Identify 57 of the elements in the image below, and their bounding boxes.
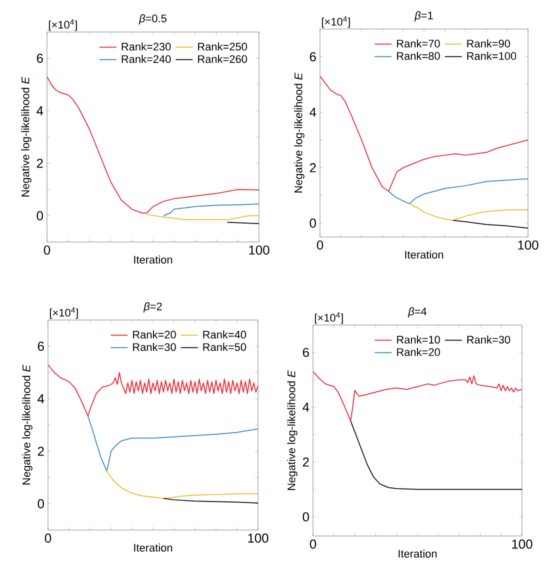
text: [×10$^{4}$] — [48, 19, 77, 31]
line-series — [163, 203, 260, 216]
line-series — [313, 371, 522, 422]
chart-title: β=0.5 — [138, 14, 166, 24]
y-tick-label: 6 — [310, 52, 316, 62]
y-axis-title: Negative log-likelihood E — [287, 370, 298, 490]
x-axis-title: Iteration — [405, 250, 444, 259]
y-tick-label: 6 — [302, 348, 309, 357]
legend-label: Rank=10 — [397, 336, 440, 344]
x-axis-title: Iteration — [134, 256, 172, 264]
y-tick-label: 2 — [38, 446, 44, 456]
text: [×10$^{4}$] — [50, 307, 78, 319]
chart-title: β=4 — [408, 307, 427, 318]
chart-title: β=1 — [414, 11, 433, 22]
legend-label: Rank=30 — [133, 342, 176, 351]
legend-label: Rank=50 — [203, 342, 246, 351]
x-tick-label: 100 — [518, 240, 538, 250]
y-tick-label: 0 — [302, 512, 309, 522]
y-tick-label: 6 — [36, 54, 43, 63]
chart-title: β=2 — [143, 302, 162, 312]
line-series — [452, 220, 528, 229]
legend-label: Rank=90 — [467, 39, 510, 48]
y-tick-label: 2 — [310, 163, 316, 172]
x-tick-label: 100 — [248, 534, 268, 543]
text: [×10$^{4}$] — [314, 312, 343, 324]
y-tick-label: 2 — [36, 158, 43, 168]
legend-label: Rank=230 — [122, 42, 171, 51]
y-tick-label: 4 — [38, 394, 44, 404]
x-tick-label: 0 — [44, 246, 50, 255]
y-axis-title: Negative log-likelihood E — [22, 364, 32, 484]
x-tick-label: 100 — [512, 540, 532, 549]
y-axis-title: Negative log-likelihood E — [21, 76, 32, 196]
y-tick-label: 4 — [36, 106, 44, 116]
legend-label: Rank=250 — [198, 42, 248, 51]
y-tick-label: 4 — [310, 108, 316, 117]
y-tick-label: 0 — [310, 218, 316, 228]
x-tick-label: 0 — [316, 240, 324, 250]
y-tick-label: 4 — [302, 402, 310, 412]
x-axis-title: Iteration — [398, 550, 437, 558]
legend-label: Rank=20 — [133, 330, 176, 339]
text: [×10$^{4}$] — [322, 16, 350, 28]
legend-label: Rank=240 — [122, 54, 171, 63]
y-tick-label: 0 — [38, 499, 44, 508]
legend-label: Rank=70 — [397, 39, 440, 48]
y-tick-label: 2 — [302, 457, 309, 467]
x-axis-title: Iteration — [134, 544, 172, 552]
legend-label: Rank=80 — [397, 52, 440, 60]
x-tick-label: 100 — [249, 246, 270, 255]
y-tick-label: 0 — [36, 211, 43, 220]
legend-label: Rank=40 — [203, 330, 246, 339]
line-series — [408, 203, 528, 221]
legend-label: Rank=100 — [467, 52, 516, 60]
y-axis-title: Negative log-likelihood E — [294, 72, 304, 192]
legend-label: Rank=30 — [467, 336, 510, 344]
legend-label: Rank=260 — [198, 54, 248, 63]
y-tick-label: 6 — [38, 342, 44, 351]
legend-label: Rank=20 — [397, 348, 440, 356]
